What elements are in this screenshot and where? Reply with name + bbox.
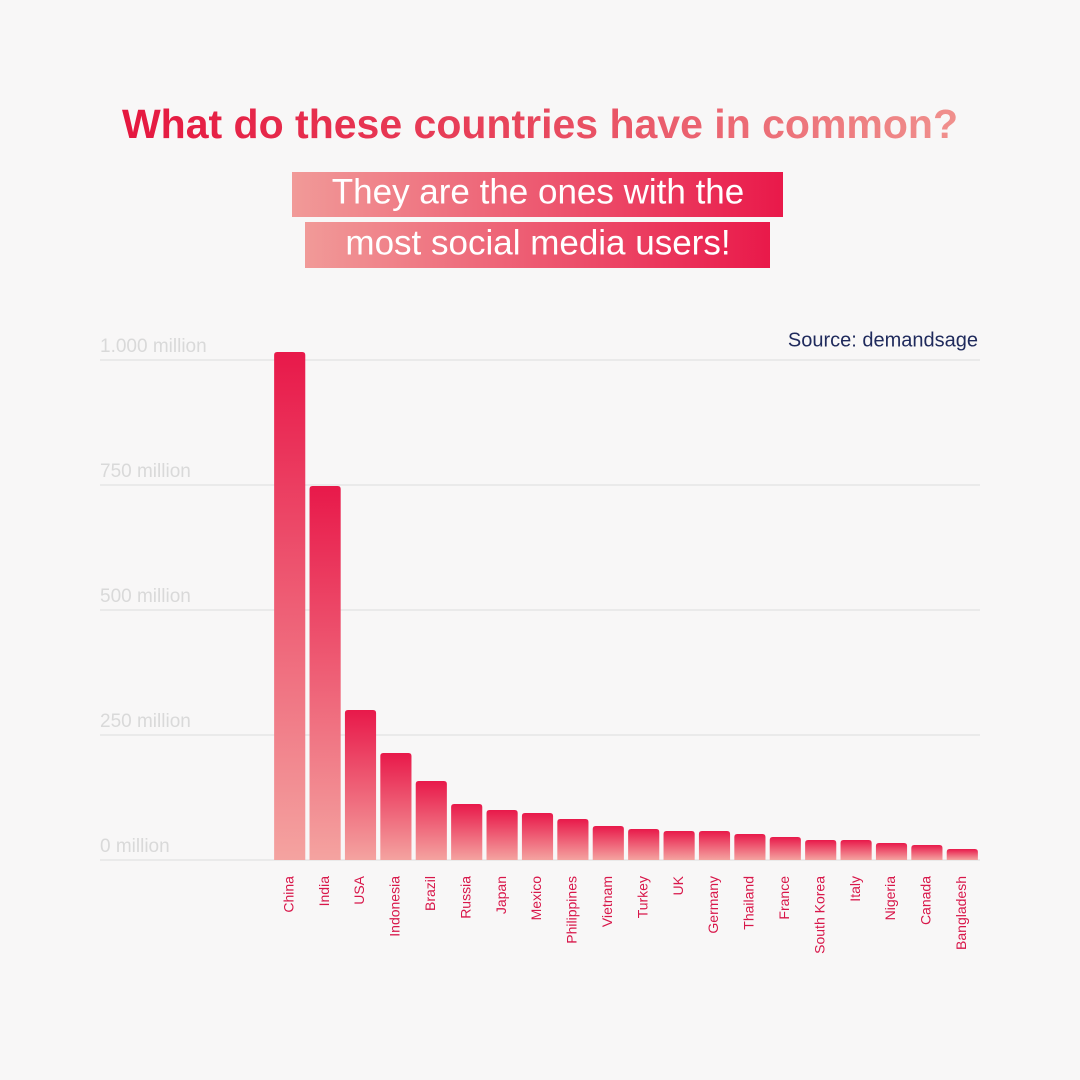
y-tick-label: 1.000 million [100, 336, 207, 357]
bar [486, 810, 518, 860]
x-tick-label: Mexico [528, 876, 544, 921]
y-tick-label: 750 million [100, 461, 191, 482]
y-tick-label: 500 million [100, 586, 191, 607]
x-tick-label: Brazil [422, 876, 438, 911]
bar [698, 831, 731, 860]
subtitle: They are the ones with the [332, 172, 744, 211]
x-tick-label: Nigeria [882, 876, 898, 921]
x-tick-label: Canada [918, 876, 934, 925]
subtitle-box [305, 222, 770, 268]
bar [592, 826, 624, 860]
x-tick-label: South Korea [811, 876, 827, 954]
bar [557, 819, 589, 860]
bar [805, 840, 837, 860]
x-tick-label: Philippines [564, 876, 580, 944]
x-tick-label: Japan [493, 876, 509, 914]
y-tick-label: 250 million [100, 711, 191, 732]
bar [628, 829, 660, 860]
subtitle-box [292, 172, 783, 217]
y-tick-label: 0 million [100, 836, 170, 857]
x-tick-label: Thailand [741, 876, 757, 930]
x-tick-label: Bangladesh [953, 876, 969, 950]
bar [946, 849, 978, 860]
bar [451, 804, 483, 860]
x-tick-label: Vietnam [599, 876, 615, 927]
x-tick-label: France [776, 876, 792, 920]
bar [521, 813, 554, 860]
bar [344, 710, 377, 860]
bar [840, 840, 872, 860]
bar [380, 753, 412, 860]
x-tick-label: Indonesia [387, 876, 403, 937]
chart-title: What do these countries have in common? [122, 101, 958, 147]
bar [875, 843, 908, 860]
bar [911, 845, 943, 860]
source: Source: demandsage [788, 329, 978, 351]
bar [274, 352, 306, 860]
bar [769, 837, 801, 860]
bar [309, 486, 341, 860]
x-tick-label: China [280, 876, 296, 913]
bar [415, 781, 447, 860]
subtitle: most social media users! [345, 223, 730, 262]
x-tick-label: Turkey [634, 876, 650, 918]
x-tick-label: Italy [847, 876, 863, 902]
bar [734, 834, 766, 860]
x-tick-label: USA [351, 875, 367, 904]
bar [663, 831, 695, 860]
x-tick-label: Germany [705, 876, 721, 934]
x-tick-label: Russia [457, 876, 473, 919]
x-tick-label: India [316, 876, 332, 907]
x-tick-label: UK [670, 875, 686, 895]
